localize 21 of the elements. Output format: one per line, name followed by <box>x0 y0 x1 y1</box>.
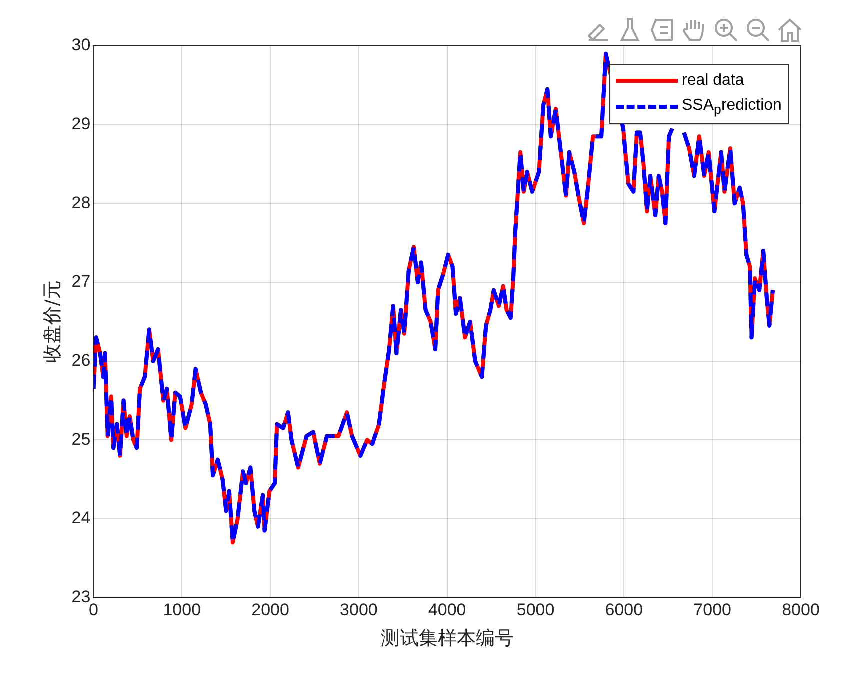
y-tick-label: 30 <box>72 36 91 55</box>
x-tick-label: 2000 <box>252 600 290 620</box>
y-tick-label: 29 <box>72 114 91 134</box>
y-tick-label: 23 <box>72 587 91 606</box>
y-tick-label: 28 <box>72 193 91 212</box>
x-tick-label: 1000 <box>163 600 202 620</box>
legend-label: SSA$_{p}$rediction <box>682 96 782 118</box>
y-axis-title: 收盘价/元 <box>41 280 64 364</box>
legend-label: real data <box>682 72 744 90</box>
y-tick-label: 27 <box>72 272 91 292</box>
y-tick-label: 25 <box>72 430 91 449</box>
x-tick-label: 3000 <box>340 600 378 620</box>
y-tick-label: 26 <box>72 351 91 370</box>
x-axis-title: 测试集样本编号 <box>380 628 514 650</box>
x-tick-label: 6000 <box>605 600 644 620</box>
x-tick-label: 4000 <box>428 600 466 620</box>
x-tick-label: 8000 <box>782 600 820 620</box>
y-tick-label: 24 <box>72 508 91 528</box>
x-tick-label: 5000 <box>516 600 555 620</box>
x-tick-label: 0 <box>88 600 98 620</box>
x-tick-label: 7000 <box>694 600 732 620</box>
